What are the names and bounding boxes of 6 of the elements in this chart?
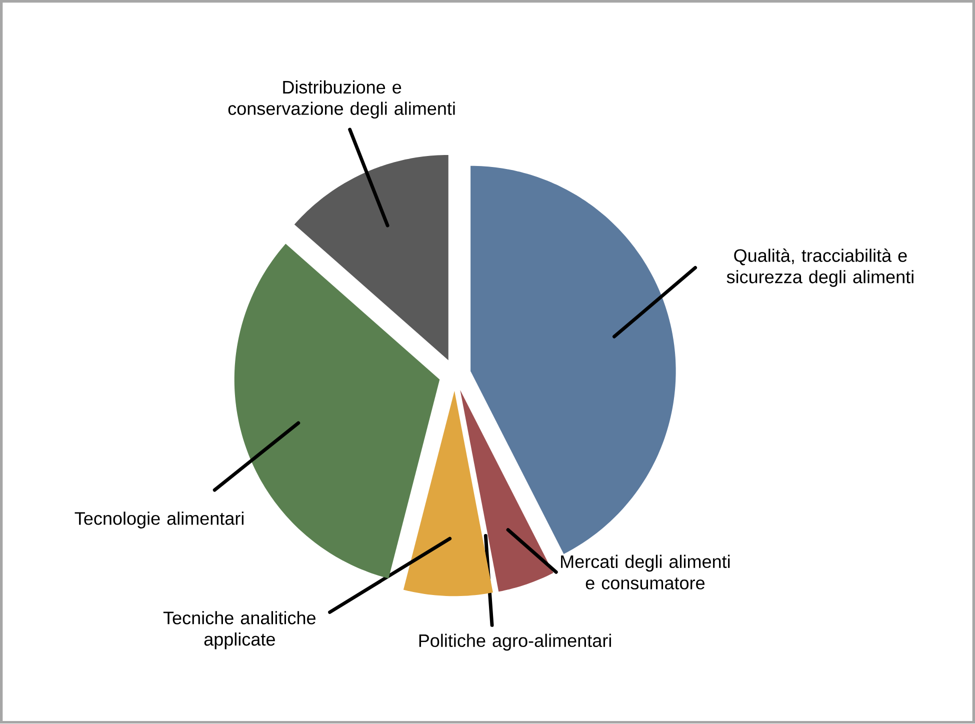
slice-label: Mercati degli alimenti e consumatore: [561, 554, 730, 590]
slice-label: Qualità, tracciabilità e sicurezza degli alimenti: [726, 248, 914, 288]
slice-label: Tecniche analitiche applicate: [163, 611, 316, 650]
slice-label: Distribuzione e conservazione degli alimenti: [228, 80, 455, 119]
category-label: Politiche agro-alimentari: [419, 634, 611, 651]
slice-label: Tecnologie alimentari: [74, 512, 244, 529]
